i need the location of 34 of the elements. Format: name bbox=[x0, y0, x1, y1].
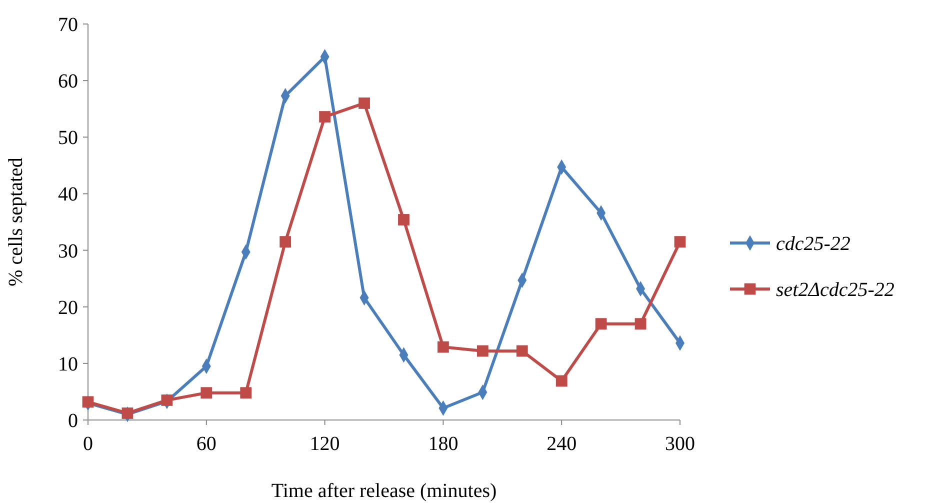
x-tick-label: 240 bbox=[546, 433, 577, 455]
legend-label: cdc25-22 bbox=[776, 233, 850, 255]
point bbox=[200, 387, 212, 399]
y-axis-title: % cells septated bbox=[5, 158, 27, 286]
x-tick-label: 180 bbox=[428, 433, 458, 455]
y-tick-label: 50 bbox=[58, 127, 78, 150]
point bbox=[398, 214, 410, 226]
point bbox=[634, 318, 646, 330]
y-tick-label: 10 bbox=[58, 353, 78, 376]
point bbox=[438, 341, 449, 353]
point bbox=[82, 396, 94, 408]
point bbox=[674, 236, 686, 248]
y-tick-label: 0 bbox=[68, 410, 78, 432]
x-axis-title: Time after release (minutes) bbox=[271, 480, 497, 502]
point bbox=[280, 236, 292, 248]
y-tick-label: 40 bbox=[58, 184, 78, 206]
y-tick-label: 30 bbox=[58, 240, 78, 262]
x-tick-label: 300 bbox=[665, 433, 695, 455]
point bbox=[516, 345, 528, 357]
point bbox=[476, 345, 488, 357]
point bbox=[595, 318, 607, 330]
point bbox=[240, 387, 252, 399]
x-tick-label: 120 bbox=[310, 433, 340, 455]
legend-label: set2Δcdc25-22 bbox=[776, 279, 894, 301]
point bbox=[319, 111, 330, 122]
point bbox=[122, 408, 134, 419]
point bbox=[556, 375, 568, 387]
y-tick-label: 70 bbox=[58, 14, 78, 36]
x-tick-label: 0 bbox=[83, 433, 93, 455]
y-tick-label: 60 bbox=[58, 70, 78, 93]
y-tick-label: 20 bbox=[58, 296, 78, 319]
point bbox=[161, 394, 173, 406]
x-tick-label: 60 bbox=[196, 433, 216, 455]
point bbox=[358, 98, 370, 109]
